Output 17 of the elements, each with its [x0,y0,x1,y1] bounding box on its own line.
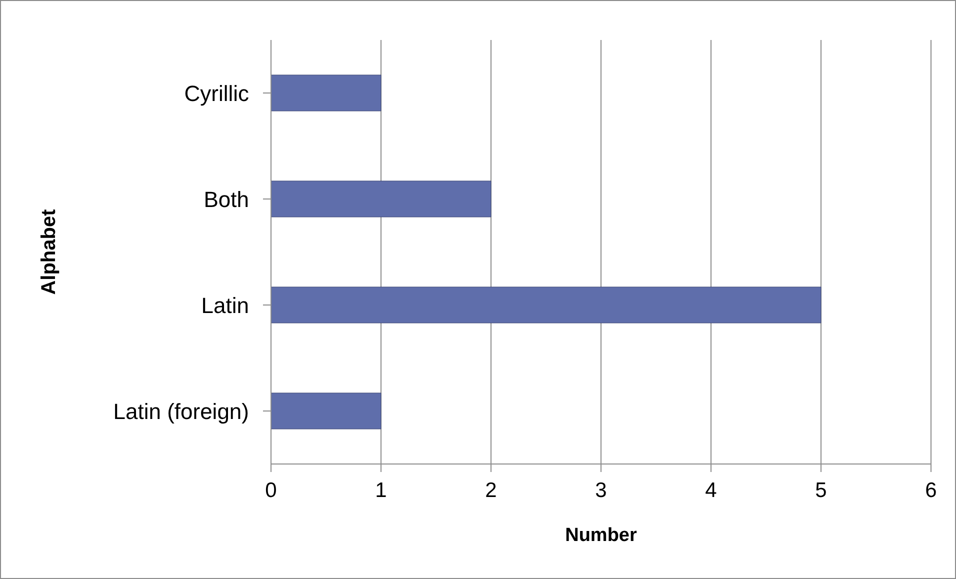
bar [271,180,492,218]
bar [271,286,822,324]
x-axis-title: Number [565,525,638,546]
x-tick-label: 6 [925,478,937,502]
y-tick-label: Cyrillic [184,80,249,106]
x-tick-label: 1 [375,478,387,502]
y-tick-label: Both [204,186,249,212]
x-tick-label: 3 [595,478,607,502]
x-tick-label: 5 [815,478,827,502]
y-tick-label: Latin (foreign) [113,398,249,424]
y-axis-title: Alphabet [38,208,60,295]
x-tick-label: 4 [705,478,718,502]
y-tick-label: Latin [201,292,249,318]
bar [271,74,382,112]
x-tick-label: 2 [485,478,497,502]
x-tick-label: 0 [265,478,277,502]
bar [271,392,382,430]
